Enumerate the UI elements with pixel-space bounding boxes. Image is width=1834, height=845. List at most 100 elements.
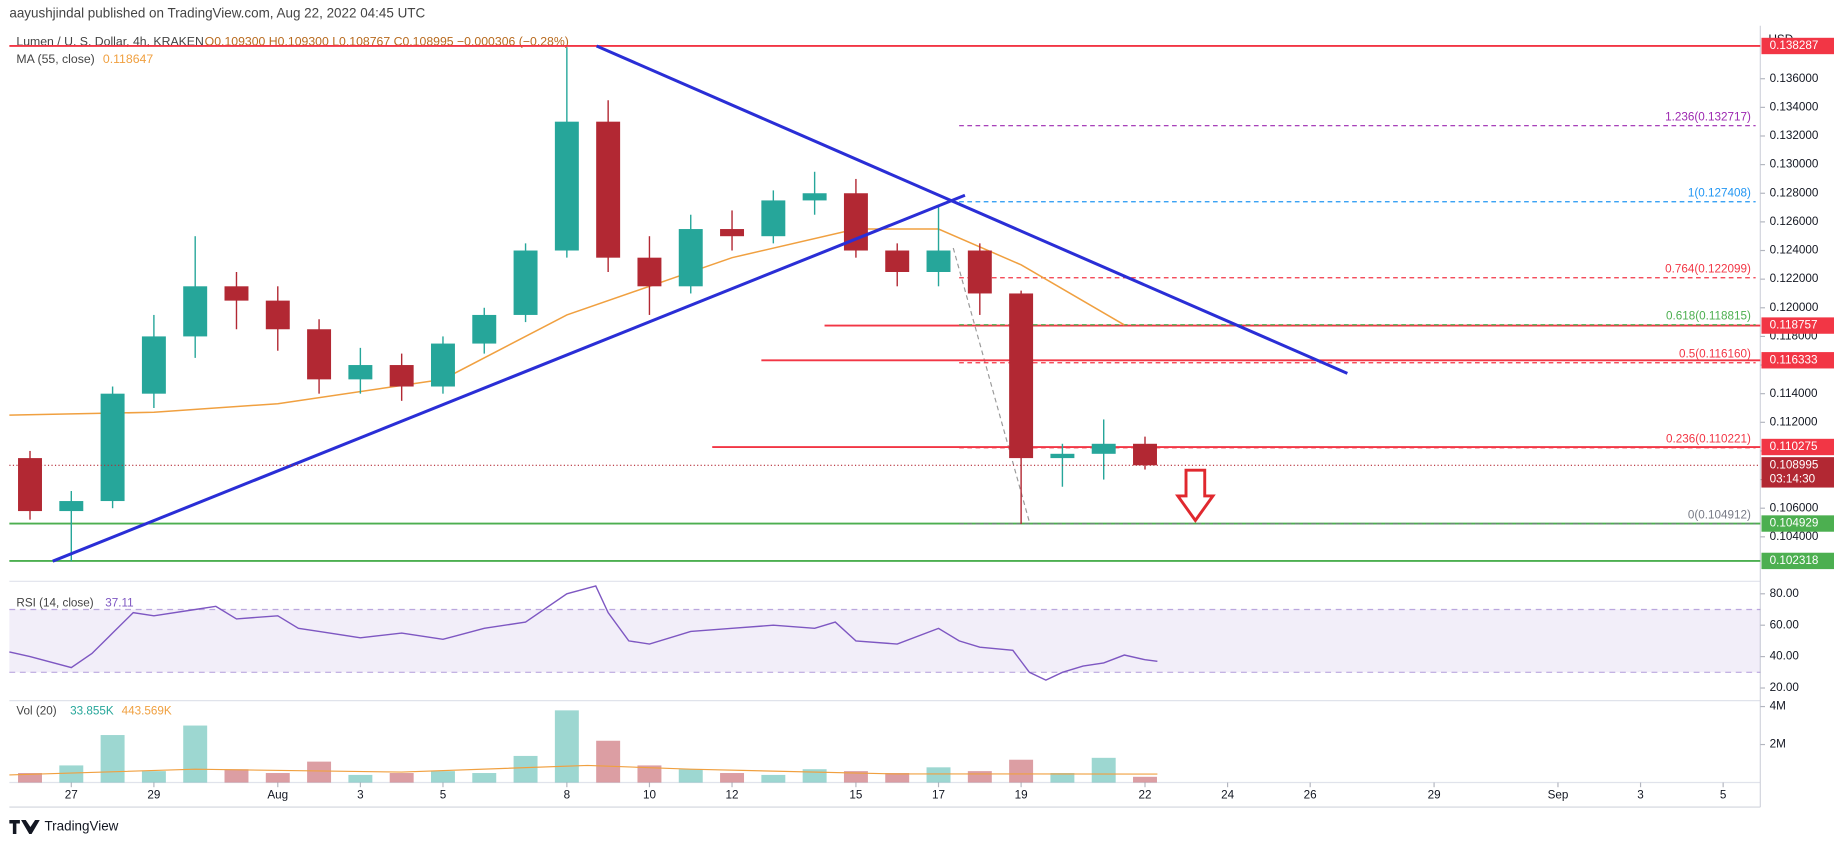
candle-body bbox=[513, 250, 538, 315]
x-tick-label: Aug bbox=[267, 788, 288, 801]
y-tick-label: 0.128000 bbox=[1770, 186, 1819, 199]
level-label: 0.104929 bbox=[1770, 517, 1819, 530]
rsi-band bbox=[9, 609, 1761, 673]
candle-body bbox=[59, 501, 84, 512]
level-tag bbox=[1761, 552, 1834, 570]
volume-bar bbox=[513, 755, 538, 783]
candle-body bbox=[430, 343, 455, 387]
volume-bar bbox=[430, 771, 455, 783]
candle-body bbox=[18, 458, 42, 512]
rsi-tick-label: 20.00 bbox=[1770, 681, 1800, 694]
candle-body bbox=[554, 121, 579, 251]
candle-body bbox=[1009, 293, 1034, 459]
down-arrow bbox=[1174, 468, 1216, 524]
candle-body bbox=[183, 286, 208, 337]
last-price-label: 0.108995 bbox=[1770, 458, 1819, 471]
volume-bar bbox=[761, 774, 786, 783]
y-tick-label: 0.122000 bbox=[1770, 272, 1819, 285]
candle-body bbox=[348, 365, 373, 380]
candle-body bbox=[389, 365, 414, 387]
brand-logo bbox=[9, 819, 40, 834]
x-tick-label: 3 bbox=[1637, 788, 1644, 801]
candle-body bbox=[265, 300, 290, 330]
level-label: 0.118757 bbox=[1770, 319, 1818, 332]
volume-bar bbox=[926, 767, 951, 783]
level-tag bbox=[1761, 352, 1834, 369]
level-label: 0.138287 bbox=[1770, 39, 1819, 52]
fib-label: 0.5(0.116160) bbox=[1679, 348, 1751, 361]
candle-body bbox=[926, 250, 951, 272]
volume-bar bbox=[472, 773, 497, 783]
x-tick-label: 8 bbox=[564, 788, 571, 801]
candle-body bbox=[761, 200, 786, 237]
vol-name: Vol (20) bbox=[16, 704, 56, 717]
level-tag bbox=[1761, 317, 1834, 334]
publisher: aayushjindal published on TradingView.co… bbox=[9, 6, 425, 21]
ma-value: 0.118647 bbox=[103, 52, 153, 66]
x-tick-label: 29 bbox=[1428, 788, 1441, 801]
rsi-tick-label: 60.00 bbox=[1770, 618, 1800, 631]
candle-body bbox=[885, 250, 910, 272]
rsi-tick-label: 40.00 bbox=[1770, 650, 1800, 663]
fib-label: 0.236(0.110221) bbox=[1666, 433, 1751, 446]
level-tag bbox=[1761, 515, 1834, 532]
x-tick-label: 10 bbox=[643, 788, 657, 801]
x-tick-label: 27 bbox=[65, 788, 78, 801]
volume-bar bbox=[265, 773, 290, 783]
y-tick-label: 0.114000 bbox=[1770, 387, 1818, 400]
rsi-tick-label: 80.00 bbox=[1770, 587, 1800, 600]
volume-bar bbox=[307, 761, 332, 783]
x-tick-label: 29 bbox=[147, 788, 160, 801]
volume-bar bbox=[18, 773, 42, 783]
volume-bar bbox=[637, 765, 662, 783]
level-label: 0.102318 bbox=[1770, 554, 1819, 567]
y-tick-label: 0.126000 bbox=[1770, 215, 1819, 228]
x-tick-label: 22 bbox=[1138, 788, 1151, 801]
volume-bar bbox=[720, 773, 745, 783]
symbol-title: Lumen / U. S. Dollar, 4h, KRAKEN bbox=[16, 34, 203, 48]
candle-body bbox=[967, 250, 992, 294]
candle-body bbox=[1133, 443, 1157, 466]
volume-bar bbox=[141, 771, 166, 783]
vol-ma-line bbox=[9, 764, 1158, 776]
vol-ma-value: 443.569K bbox=[122, 704, 172, 717]
y-tick-label: 0.106000 bbox=[1770, 501, 1819, 514]
fib-label: 0.764(0.122099) bbox=[1665, 263, 1751, 276]
rsi-name: RSI (14, close) bbox=[16, 597, 93, 610]
ohlc-readout: O0.109300 H0.109300 L0.108767 C0.108995 … bbox=[205, 34, 569, 48]
level-tag bbox=[1761, 37, 1834, 55]
y-tick-label: 0.136000 bbox=[1770, 72, 1819, 85]
volume-bar bbox=[1133, 776, 1157, 783]
candle-body bbox=[678, 229, 703, 287]
vol-tick-label: 2M bbox=[1770, 738, 1786, 751]
candle-body bbox=[307, 329, 332, 380]
volume-bar bbox=[1009, 759, 1034, 783]
rsi-value: 37.11 bbox=[105, 597, 133, 610]
x-tick-label: 12 bbox=[726, 788, 739, 801]
trendline bbox=[52, 193, 966, 563]
y-tick-label: 0.120000 bbox=[1770, 301, 1819, 314]
volume-bar bbox=[1091, 757, 1116, 783]
trendline bbox=[595, 44, 1348, 375]
y-tick-label: 0.130000 bbox=[1770, 158, 1819, 171]
volume-bar bbox=[967, 771, 992, 783]
x-tick-label: 5 bbox=[440, 788, 447, 801]
ma-name: MA (55, close) bbox=[16, 52, 94, 66]
fib-label: 0(0.104912) bbox=[1688, 509, 1751, 522]
volume-bar bbox=[183, 725, 208, 783]
level-label: 0.110275 bbox=[1770, 440, 1818, 453]
x-tick-label: 26 bbox=[1304, 788, 1317, 801]
y-tick-label: 0.124000 bbox=[1770, 244, 1819, 257]
candle-body bbox=[141, 336, 166, 394]
x-tick-label: 17 bbox=[932, 788, 945, 801]
vol-value: 33.855K bbox=[70, 704, 114, 717]
volume-bar bbox=[802, 769, 827, 783]
volume-bar bbox=[843, 771, 868, 783]
volume-bar bbox=[348, 774, 373, 783]
volume-bar bbox=[389, 773, 414, 783]
last-price-tag bbox=[1761, 457, 1834, 488]
y-tick-label: 0.132000 bbox=[1770, 129, 1819, 142]
volume-bar bbox=[554, 710, 579, 783]
